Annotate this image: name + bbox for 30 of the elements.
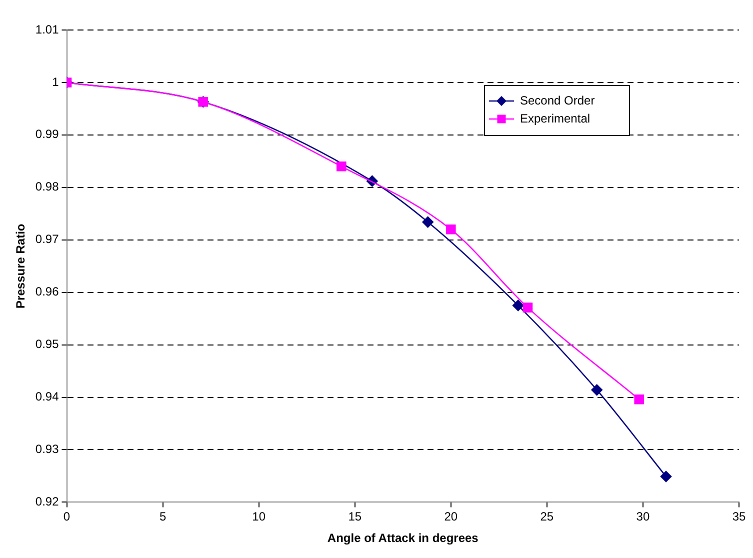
x-tick-label: 30: [636, 510, 650, 524]
x-axis-title: Angle of Attack in degrees: [327, 531, 479, 546]
y-tick-label: 0.93: [35, 442, 60, 456]
point: [422, 216, 434, 228]
x-tick-label: 25: [540, 510, 554, 524]
y-tick-label: 0.97: [35, 232, 60, 246]
point: [522, 302, 533, 312]
x-tick-label: 5: [159, 510, 166, 524]
x-tick-label: 0: [63, 510, 70, 524]
x-tick-label: 15: [348, 510, 362, 524]
legend-label: Second Order: [520, 93, 595, 108]
y-axis-title: Pressure Ratio: [14, 224, 28, 308]
y-tick-label: 1.01: [35, 22, 60, 36]
point: [634, 394, 644, 404]
y-tick-label: 1: [52, 74, 60, 89]
y-tick-label: 0.92: [35, 494, 60, 509]
y-tick-label: 0.99: [35, 127, 60, 142]
point: [336, 162, 346, 172]
y-tick-label: 0.96: [35, 284, 60, 299]
x-tick-label: 10: [252, 510, 266, 524]
point: [591, 384, 603, 396]
x-tick-label: 35: [732, 510, 746, 524]
x-tick-label: 20: [444, 510, 458, 524]
point: [446, 224, 456, 234]
y-tick-label: 0.94: [35, 390, 60, 404]
point: [660, 470, 672, 482]
point: [512, 300, 524, 312]
y-tick-label: 0.95: [35, 337, 60, 352]
y-tick-label: 0.98: [35, 180, 60, 194]
legend-label: Experimental: [520, 111, 590, 126]
